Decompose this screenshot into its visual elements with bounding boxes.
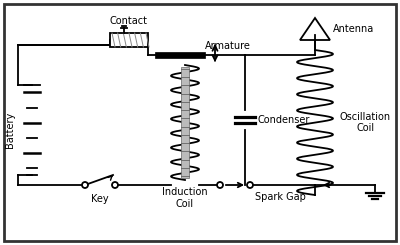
Bar	[110, 33, 148, 47]
Text: Oscillation
Coil: Oscillation Coil	[340, 112, 391, 133]
Text: Antenna: Antenna	[333, 24, 374, 34]
Circle shape	[217, 182, 223, 188]
Text: Contact: Contact	[110, 16, 148, 26]
Text: Spark Gap: Spark Gap	[255, 192, 306, 202]
Text: Key: Key	[91, 194, 109, 204]
Text: Armature: Armature	[205, 41, 251, 51]
Bar	[181, 67, 189, 178]
Bar	[155, 52, 205, 58]
Text: Induction
Coil: Induction Coil	[162, 187, 208, 209]
Text: Battery: Battery	[5, 112, 15, 148]
Text: Condenser: Condenser	[257, 115, 309, 125]
Circle shape	[82, 182, 88, 188]
Circle shape	[112, 182, 118, 188]
Circle shape	[247, 182, 253, 188]
